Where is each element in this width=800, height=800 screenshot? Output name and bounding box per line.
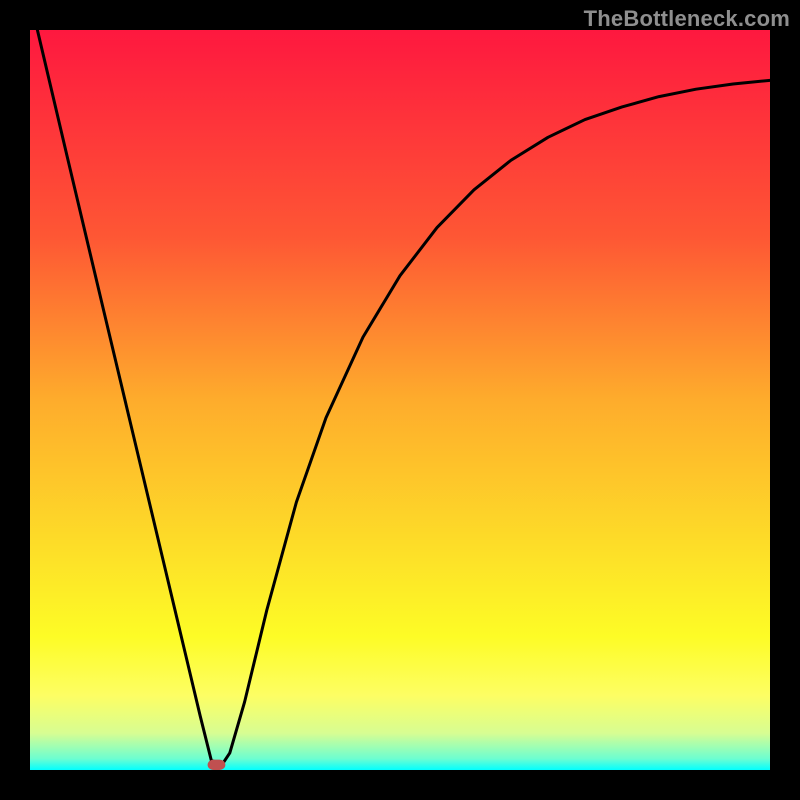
chart-frame: TheBottleneck.com (0, 0, 800, 800)
optimum-marker (208, 760, 226, 770)
watermark-text: TheBottleneck.com (584, 6, 790, 32)
optimum-marker-layer (30, 30, 770, 770)
plot-area (30, 30, 770, 770)
